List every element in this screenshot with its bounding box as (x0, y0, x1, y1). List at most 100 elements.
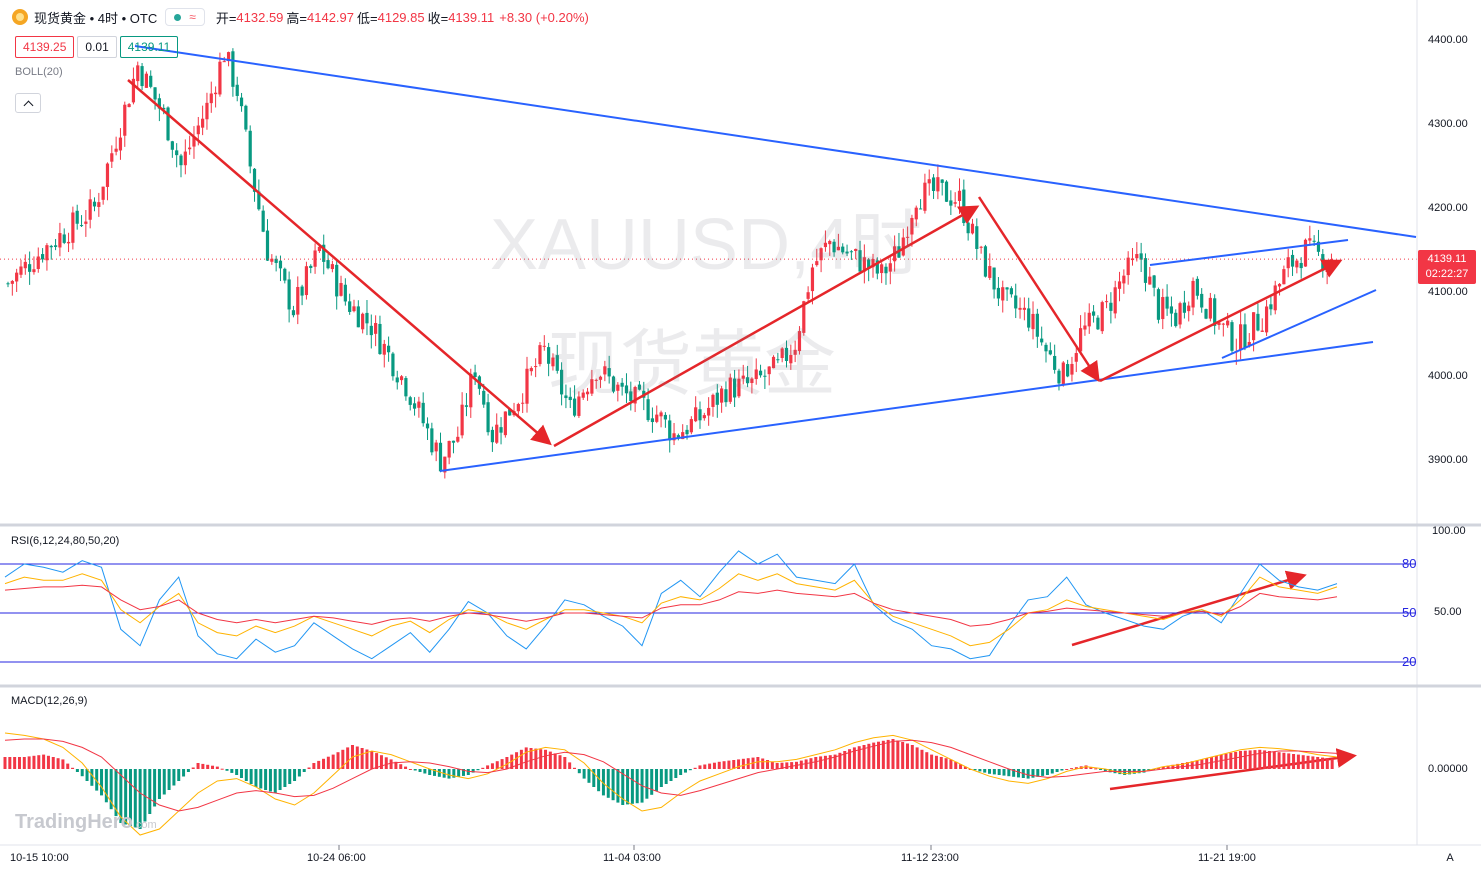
macd-histogram-bar (746, 758, 750, 769)
macd-histogram-bar (302, 769, 306, 772)
candle-body (123, 104, 127, 136)
symbol-title[interactable]: 现货黄金 • 4时 • OTC (34, 10, 158, 26)
candle-body (41, 254, 45, 260)
macd-histogram-bar (452, 769, 456, 778)
macd-histogram-bar (447, 769, 451, 779)
macd-histogram-bar (341, 749, 345, 769)
candle-body (348, 301, 352, 312)
candle-body (1126, 257, 1130, 276)
macd-histogram-bar (693, 767, 697, 769)
candle-body (776, 359, 780, 361)
candle-body (611, 376, 616, 392)
candle-body (421, 402, 425, 424)
candle-body (1239, 324, 1243, 350)
candle-body (28, 264, 32, 272)
candle-body (720, 388, 724, 403)
macd-histogram-bar (655, 769, 659, 791)
candle-body (1243, 324, 1247, 348)
macd-histogram-bar (51, 757, 55, 769)
candle-body (166, 107, 170, 141)
macd-histogram-bar (22, 757, 26, 769)
macd-label[interactable]: MACD(12,26,9) (11, 695, 88, 707)
status-indicators[interactable]: ≈ (165, 8, 205, 26)
macd-histogram-bar (114, 769, 118, 817)
macd-histogram-bar (249, 769, 253, 784)
candle-body (906, 236, 910, 238)
rsi-tick: 50.00 (1434, 606, 1462, 618)
boll-indicator-label[interactable]: BOLL(20) (15, 66, 63, 78)
macd-histogram-bar (42, 754, 46, 769)
macd-histogram-bar (1166, 765, 1170, 769)
candle-body (451, 440, 456, 443)
candle-body (672, 433, 676, 441)
candle-body (313, 250, 317, 267)
price-tick: 4200.00 (1428, 202, 1468, 214)
macd-histogram-bar (379, 755, 383, 769)
candle-body (637, 384, 642, 390)
candle-body (836, 246, 840, 251)
candle-body (374, 323, 378, 334)
candle-body (404, 378, 408, 397)
candle-body (136, 65, 140, 82)
candle-body (447, 440, 451, 458)
macd-histogram-bar (1045, 769, 1049, 775)
candle-body (910, 217, 914, 235)
candle-body (547, 347, 551, 364)
macd-histogram-bar (37, 755, 41, 769)
candle-body (261, 210, 265, 232)
macd-histogram-bar (32, 755, 36, 769)
macd-histogram-bar (1292, 754, 1296, 769)
macd-histogram-bar (601, 769, 605, 796)
candle-body (616, 384, 620, 391)
collapse-legend-button[interactable] (15, 93, 41, 113)
macd-histogram-bar (278, 769, 282, 790)
ask-price[interactable]: 4139.11 (119, 36, 179, 58)
macd-histogram-bar (239, 769, 243, 778)
candle-body (668, 420, 672, 441)
macd-histogram-bar (949, 759, 953, 769)
price-tick: 4100.00 (1428, 286, 1468, 298)
macd-histogram-bar (616, 769, 620, 803)
bid-price[interactable]: 4139.25 (15, 36, 75, 58)
macd-histogram-bar (1321, 757, 1325, 769)
candle-body (936, 177, 940, 192)
macd-histogram-bar (1055, 769, 1059, 772)
macd-line (4, 732, 1338, 836)
candle-body (1208, 297, 1212, 319)
candle-body (763, 375, 767, 377)
candle-body (603, 366, 607, 375)
macd-histogram-bar (389, 759, 393, 769)
macd-histogram-bar (1287, 753, 1291, 769)
auto-scale-button[interactable]: A (1446, 852, 1454, 864)
macd-histogram-bar (698, 765, 702, 769)
price-tick: 4000.00 (1428, 370, 1468, 382)
macd-histogram-bar (1002, 769, 1006, 776)
macd-histogram-bar (138, 769, 142, 829)
watermark-symbol: XAUUSD,4时 (490, 205, 923, 285)
macd-histogram-bar (1306, 755, 1310, 769)
candle-body (49, 245, 53, 248)
macd-histogram-bar (124, 769, 128, 825)
macd-histogram-bar (428, 769, 432, 775)
candle-body (1057, 370, 1061, 384)
macd-histogram-bar (809, 758, 813, 769)
candle-body (369, 325, 373, 336)
macd-histogram-bar (317, 760, 321, 769)
rsi-label[interactable]: RSI(6,12,24,80,50,20) (11, 535, 120, 547)
candle-body (694, 407, 698, 422)
candle-body (1014, 295, 1018, 309)
candle-body (1178, 303, 1182, 325)
macd-histogram-bar (790, 762, 794, 769)
candle-body (495, 424, 499, 443)
candle-body (793, 349, 797, 355)
rsi-level-80: 80 (1402, 556, 1417, 571)
macd-histogram-bar (1171, 764, 1175, 769)
candle-body (534, 366, 538, 368)
candle-body (317, 246, 321, 252)
candle-body (568, 396, 572, 401)
candle-body (797, 331, 802, 352)
candle-body (940, 179, 944, 183)
candle-body (352, 306, 356, 312)
macd-panel (3, 732, 1338, 836)
